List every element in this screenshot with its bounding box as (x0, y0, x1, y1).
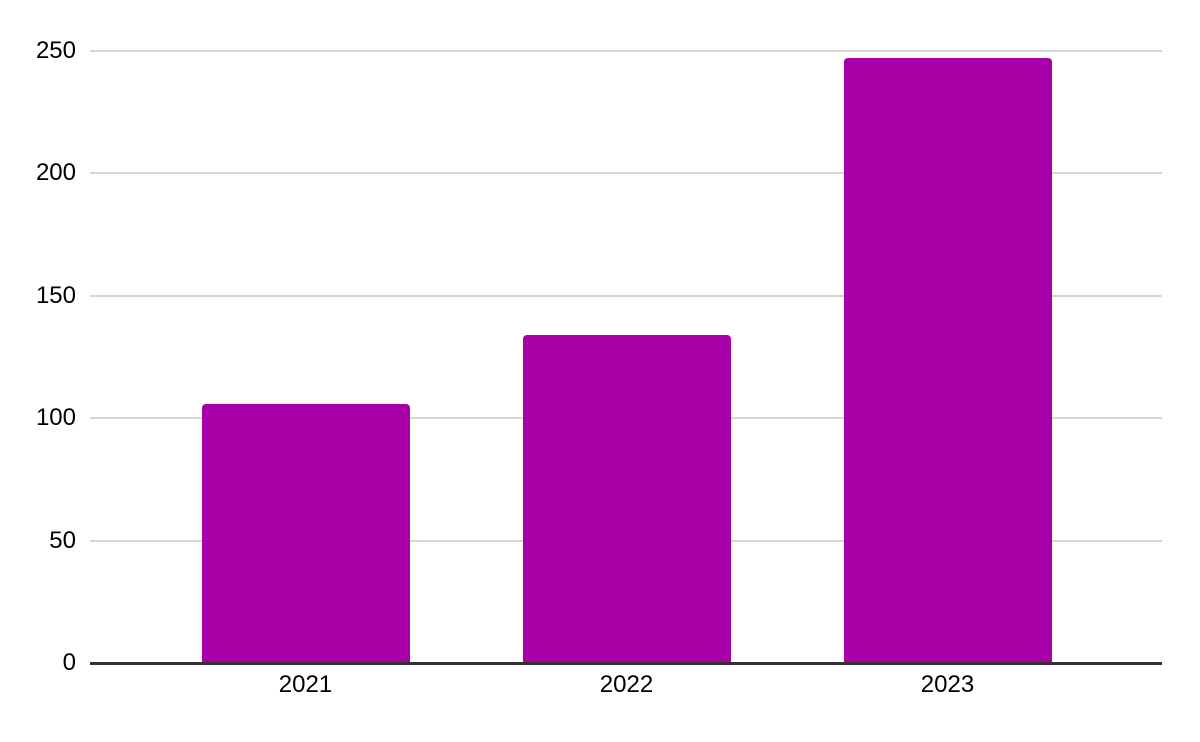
y-tick-label-150: 150 (35, 281, 76, 309)
x-axis-line (90, 662, 1162, 665)
bar-2021 (201, 403, 410, 663)
y-tick-label-200: 200 (35, 159, 76, 187)
bar-2022 (522, 334, 731, 663)
x-tick-label-2021: 2021 (278, 671, 333, 698)
y-tick-label-50: 50 (49, 526, 76, 554)
x-tick-label-2023: 2023 (920, 671, 975, 698)
bar-2023 (843, 58, 1052, 663)
gridline-250 (90, 50, 1162, 52)
gridline-200 (90, 172, 1162, 175)
y-tick-label-100: 100 (35, 404, 76, 432)
gridline-150 (90, 294, 1162, 297)
y-tick-label-250: 250 (35, 37, 76, 64)
y-tick-label-0: 0 (62, 649, 76, 676)
x-tick-label-2022: 2022 (599, 671, 654, 698)
